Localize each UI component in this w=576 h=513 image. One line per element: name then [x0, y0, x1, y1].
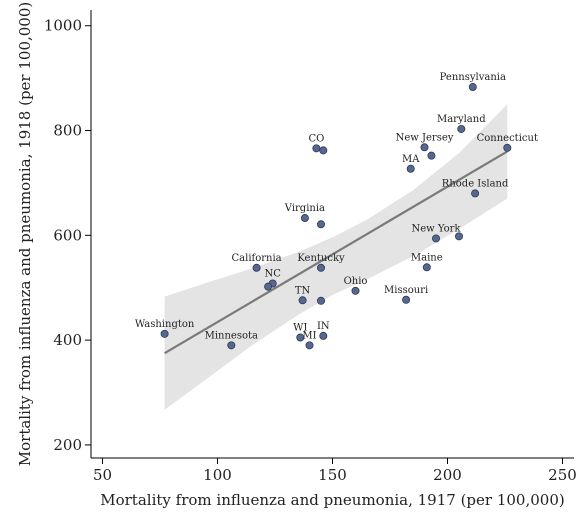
point-label-2: New Jersey — [396, 132, 454, 143]
data-point-6 — [312, 144, 321, 153]
data-point-1 — [457, 124, 466, 133]
data-point-20 — [316, 296, 325, 305]
point-label-15: Maine — [411, 252, 443, 263]
x-tick-label-250: 250 — [548, 466, 576, 484]
point-label-9: Virginia — [284, 203, 325, 214]
x-axis-title: Mortality from influenza and pneumonia, … — [100, 491, 564, 509]
data-point-25 — [305, 341, 314, 350]
fit-line — [164, 150, 508, 355]
data-point-10 — [316, 220, 325, 229]
point-label-19: TN — [295, 285, 311, 296]
data-point-24 — [296, 333, 305, 342]
y-tick-label-600: 600 — [53, 226, 82, 244]
data-point-15 — [422, 263, 431, 272]
x-tick-label-50: 50 — [93, 466, 112, 484]
point-label-5: MA — [402, 154, 420, 165]
y-axis-title: Mortality from influenza and pneumonia, … — [16, 2, 34, 466]
data-point-22 — [160, 329, 169, 338]
data-point-4 — [503, 143, 512, 152]
point-label-8: Rhode Island — [442, 178, 509, 189]
point-label-25: MI — [302, 330, 316, 341]
data-point-26 — [319, 331, 328, 340]
point-label-11: New York — [412, 223, 462, 234]
data-point-8 — [471, 189, 480, 198]
data-point-19 — [298, 296, 307, 305]
point-label-18: Ohio — [344, 276, 368, 287]
point-label-24: WI — [293, 322, 307, 333]
confidence-band — [164, 104, 508, 410]
confidence-band-layer — [164, 104, 508, 410]
data-point-9 — [300, 214, 309, 223]
point-label-22: Washington — [135, 319, 195, 330]
y-tick-label-1000: 1000 — [44, 17, 82, 35]
data-point-21 — [402, 295, 411, 304]
fit-line-layer — [164, 150, 508, 355]
data-point-11 — [431, 234, 440, 243]
point-label-4: Connecticut — [477, 133, 538, 144]
data-point-2 — [420, 143, 429, 152]
point-label-23: Minnesota — [205, 330, 258, 341]
point-label-14: Kentucky — [297, 253, 345, 264]
point-label-21: Missouri — [384, 285, 428, 296]
y-tick-label-800: 800 — [53, 122, 82, 140]
point-label-13: California — [232, 253, 282, 264]
x-tick-label-150: 150 — [318, 466, 347, 484]
data-point-14 — [316, 263, 325, 272]
point-labels-layer: Pennsylvania Maryland New Jersey Connecticu… — [135, 72, 538, 341]
point-label-0: Pennsylvania — [440, 72, 506, 83]
point-label-26: IN — [317, 321, 330, 332]
x-tick-label-200: 200 — [433, 466, 462, 484]
data-point-18 — [351, 286, 360, 295]
data-point-3 — [427, 151, 436, 160]
data-point-23 — [227, 341, 236, 350]
data-point-0 — [468, 83, 477, 92]
points-layer — [160, 83, 512, 350]
data-point-7 — [319, 146, 328, 155]
data-point-5 — [406, 164, 415, 173]
data-point-17 — [264, 282, 273, 291]
y-tick-label-400: 400 — [53, 331, 82, 349]
axes-layer: 50 100 150 200 250 200 400 600 800 1000 — [44, 10, 576, 484]
data-point-12 — [454, 232, 463, 241]
x-tick-label-100: 100 — [203, 466, 232, 484]
data-point-13 — [252, 263, 261, 272]
y-tick-label-200: 200 — [53, 436, 82, 454]
point-label-1: Maryland — [437, 114, 486, 125]
point-label-6: CO — [308, 133, 324, 144]
point-label-16: NC — [264, 269, 281, 280]
